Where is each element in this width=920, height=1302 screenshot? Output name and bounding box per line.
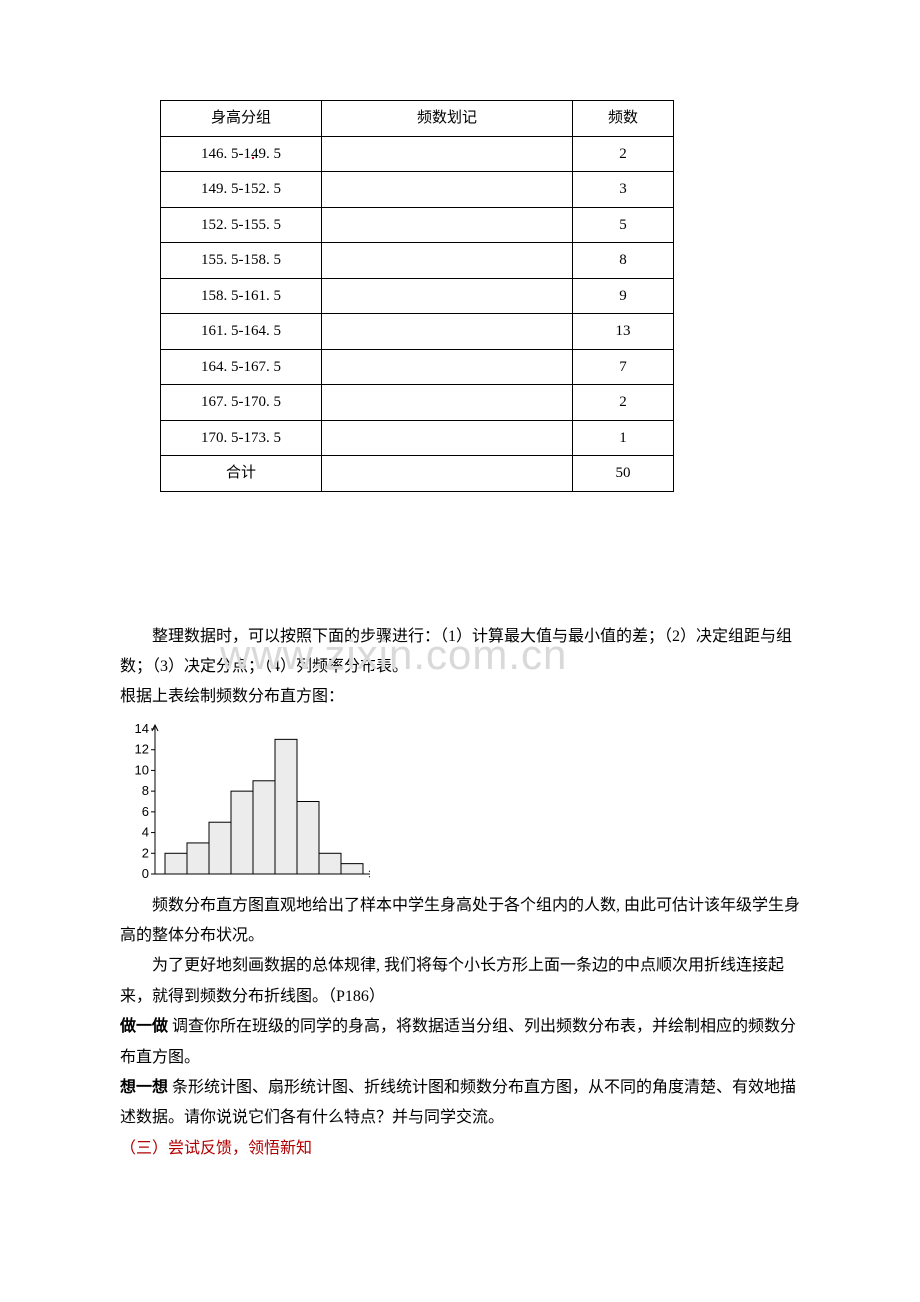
svg-text:14: 14: [135, 721, 149, 736]
table-cell: 2: [573, 385, 674, 421]
table-cell: 合计: [161, 456, 322, 492]
svg-text:2: 2: [142, 845, 149, 860]
table-cell: 149. 5-152. 5: [161, 172, 322, 208]
think-text: 条形统计图、扇形统计图、折线统计图和频数分布直方图，从不同的角度清楚、有效地描述…: [120, 1079, 796, 1126]
chart-intro: 根据上表绘制频数分布直方图：: [120, 682, 800, 712]
do-label: 做一做: [120, 1018, 168, 1035]
table-row: 158. 5-161. 5 9: [161, 278, 674, 314]
section-3-title: （三）尝试反馈，领悟新知: [120, 1134, 800, 1164]
table-cell: [322, 314, 573, 350]
hist-meaning-paragraph: 频数分布直方图直观地给出了样本中学生身高处于各个组内的人数, 由此可估计该年级学…: [120, 891, 800, 952]
table-cell: 164. 5-167. 5: [161, 349, 322, 385]
table-cell: [322, 136, 573, 172]
table-cell: 146. 5-149. 5: [161, 136, 322, 172]
table-row: 合计 50: [161, 456, 674, 492]
svg-text:0: 0: [142, 866, 149, 881]
table-row: 167. 5-170. 5 2: [161, 385, 674, 421]
table-cell: [322, 278, 573, 314]
table-cell: 50: [573, 456, 674, 492]
histogram-chart: 0 2 4 6 8 10 12 14: [120, 719, 370, 889]
table-cell: 9: [573, 278, 674, 314]
table-cell: [322, 456, 573, 492]
table-cell: 167. 5-170. 5: [161, 385, 322, 421]
th-tally: 频数划记: [322, 101, 573, 137]
polyline-paragraph: 为了更好地刻画数据的总体规律, 我们将每个小长方形上面一条边的中点顺次用折线连接…: [120, 951, 800, 1012]
table-cell: 13: [573, 314, 674, 350]
table-cell: [322, 243, 573, 279]
svg-text:4: 4: [142, 824, 149, 839]
table-row: 161. 5-164. 5 13: [161, 314, 674, 350]
table-cell: 7: [573, 349, 674, 385]
table-cell: [322, 207, 573, 243]
table-row: 146. 5-149. 5 2: [161, 136, 674, 172]
svg-text:10: 10: [135, 762, 149, 777]
frequency-table: 身高分组 频数划记 频数 146. 5-149. 52149. 5-152. 5…: [160, 100, 674, 492]
table-cell: [322, 172, 573, 208]
table-cell: 152. 5-155. 5: [161, 207, 322, 243]
table-cell: 155. 5-158. 5: [161, 243, 322, 279]
table-row: 164. 5-167. 5 7: [161, 349, 674, 385]
table-row: 149. 5-152. 5 3: [161, 172, 674, 208]
do-paragraph: 做一做 调查你所在班级的同学的身高，将数据适当分组、列出频数分布表，并绘制相应的…: [120, 1012, 800, 1073]
do-text: 调查你所在班级的同学的身高，将数据适当分组、列出频数分布表，并绘制相应的频数分布…: [120, 1018, 796, 1065]
table-cell: 2: [573, 136, 674, 172]
table-cell: 170. 5-173. 5: [161, 420, 322, 456]
table-cell: 8: [573, 243, 674, 279]
table-cell: 5: [573, 207, 674, 243]
think-label: 想一想: [120, 1079, 168, 1096]
svg-text:6: 6: [142, 804, 149, 819]
table-cell: 158. 5-161. 5: [161, 278, 322, 314]
table-cell: 161. 5-164. 5: [161, 314, 322, 350]
steps-paragraph: 整理数据时，可以按照下面的步骤进行：（1）计算最大值与最小值的差；（2）决定组距…: [120, 622, 800, 683]
table-cell: [322, 420, 573, 456]
th-group: 身高分组: [161, 101, 322, 137]
table-cell: 1: [573, 420, 674, 456]
th-freq: 频数: [573, 101, 674, 137]
table-header-row: 身高分组 频数划记 频数: [161, 101, 674, 137]
table-row: 155. 5-158. 5 8: [161, 243, 674, 279]
svg-text:12: 12: [135, 741, 149, 756]
table-cell: [322, 349, 573, 385]
table-row: 170. 5-173. 5 1: [161, 420, 674, 456]
think-paragraph: 想一想 条形统计图、扇形统计图、折线统计图和频数分布直方图，从不同的角度清楚、有…: [120, 1073, 800, 1134]
svg-text:8: 8: [142, 783, 149, 798]
table-cell: [322, 385, 573, 421]
table-row: 152. 5-155. 5 5: [161, 207, 674, 243]
table-cell: 3: [573, 172, 674, 208]
